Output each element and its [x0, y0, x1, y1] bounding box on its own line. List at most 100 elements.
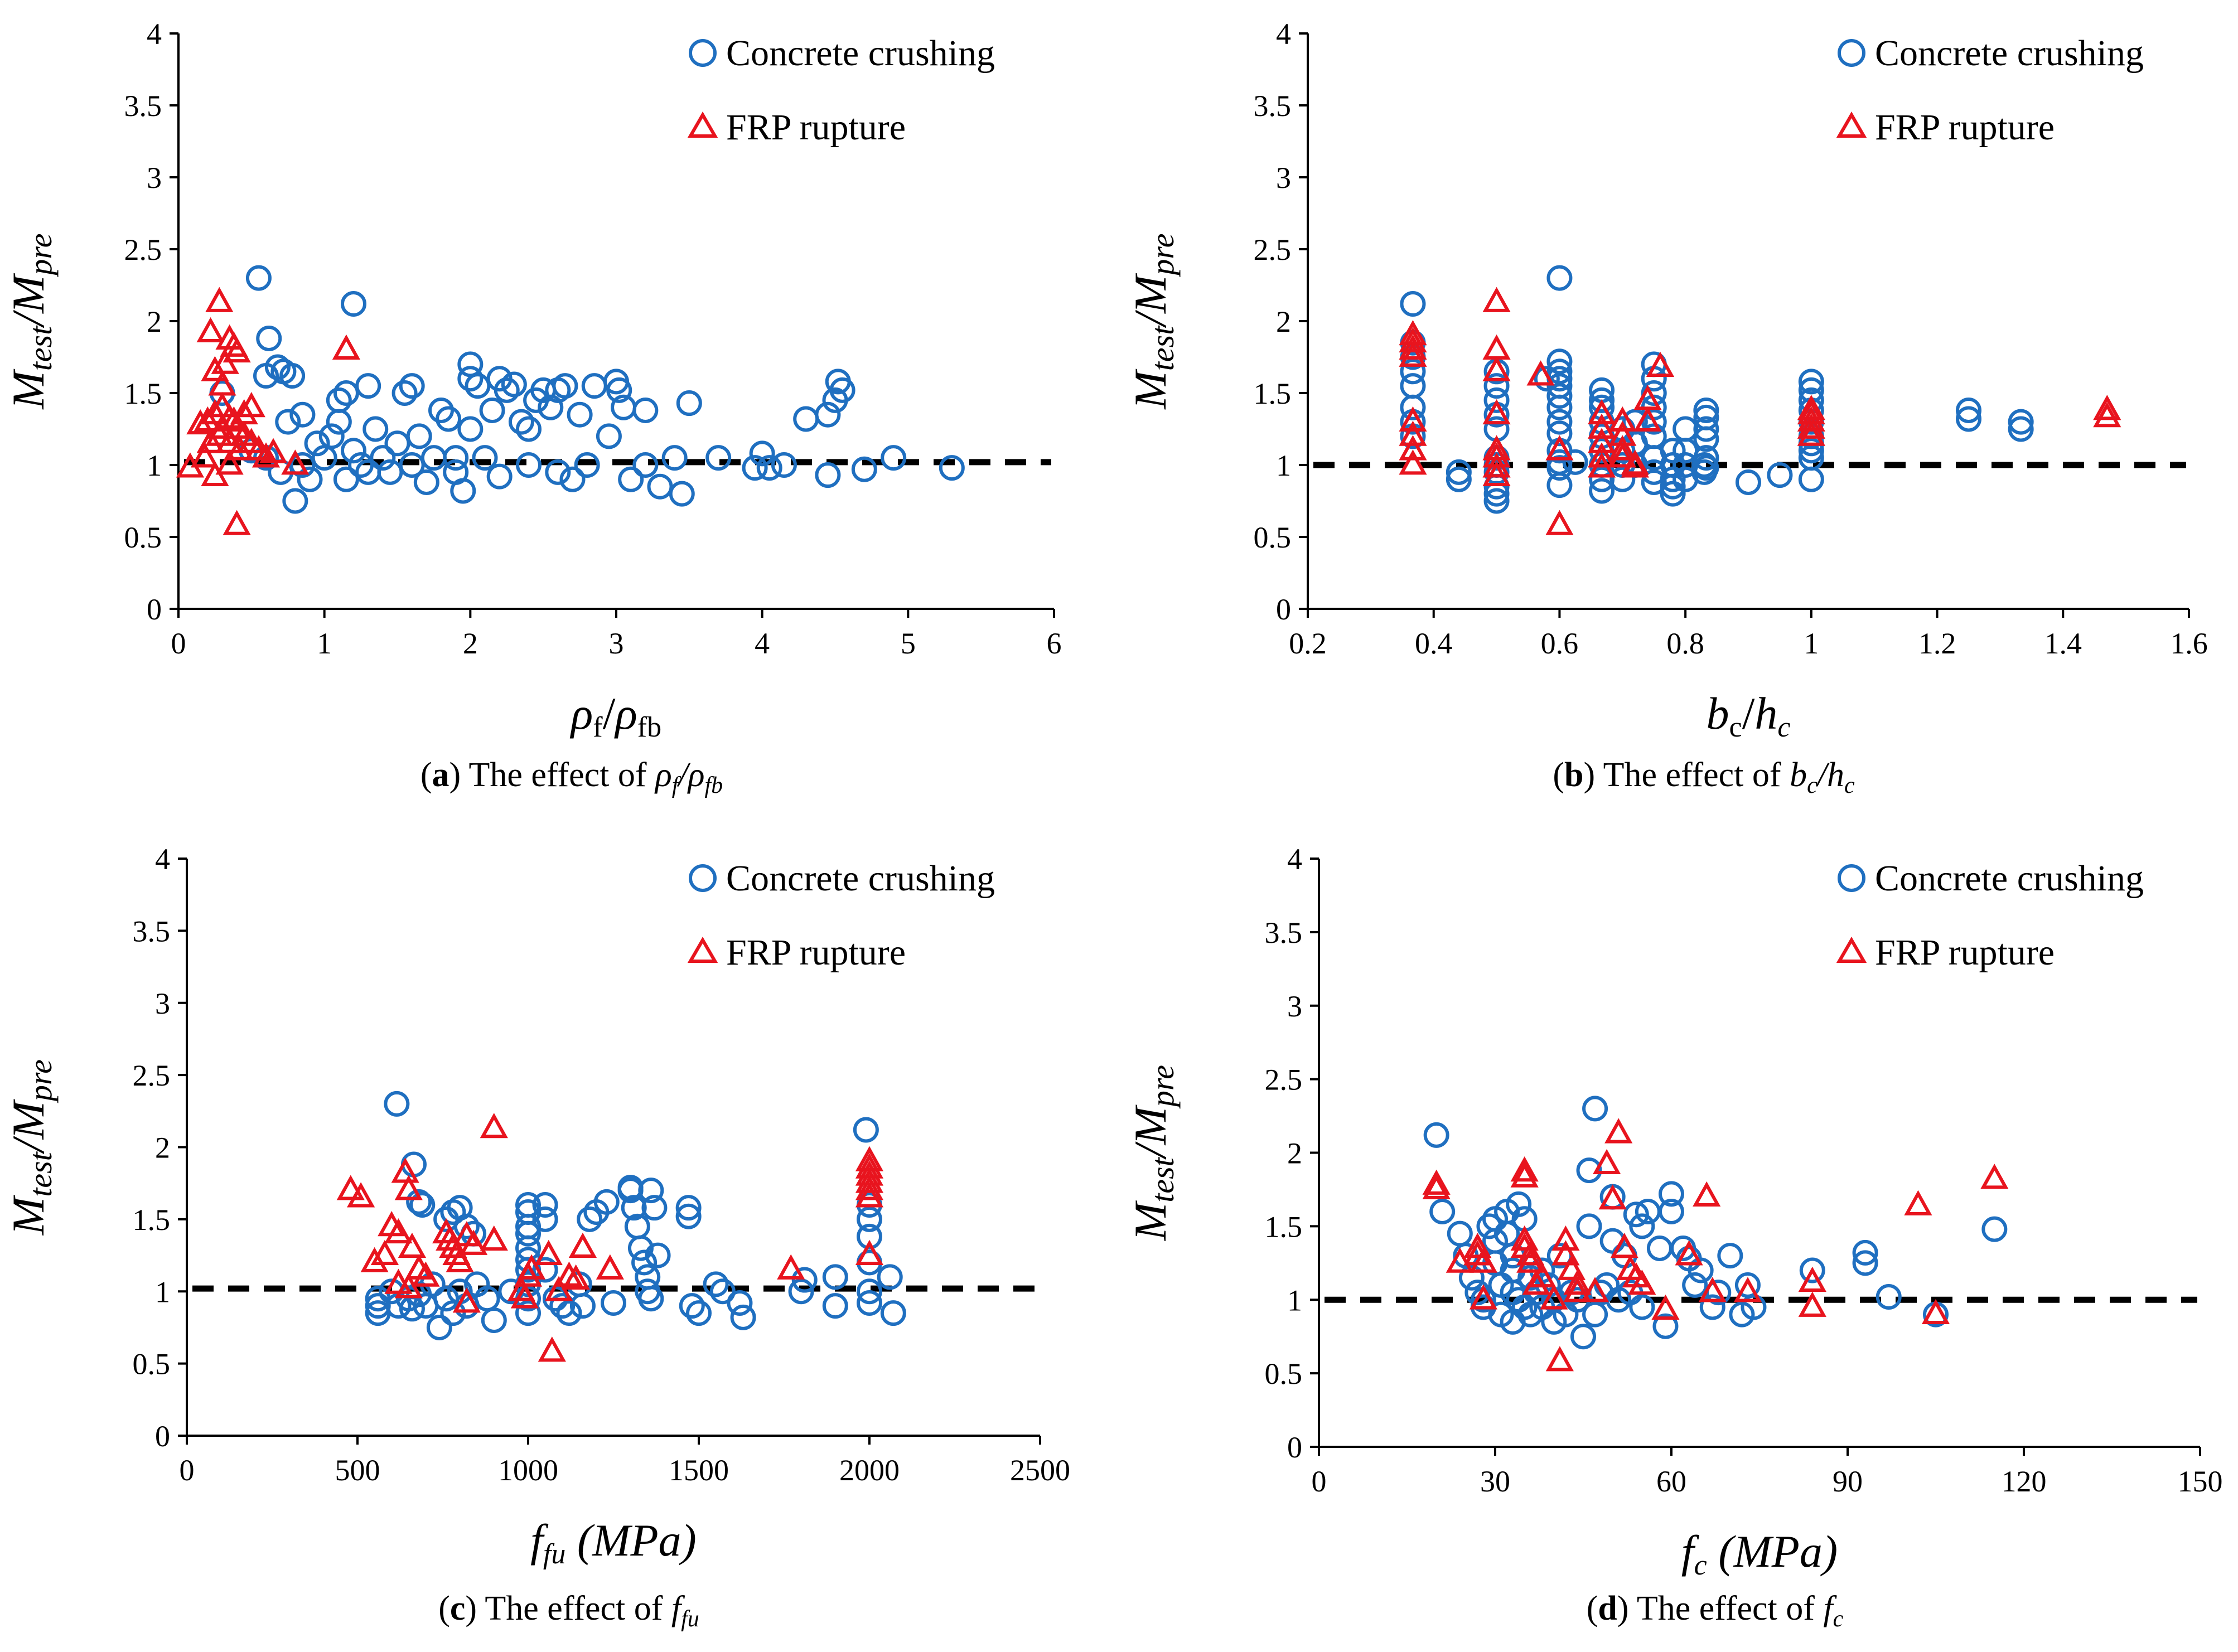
- data-point-circle: [851, 456, 877, 482]
- caption-sub-1: c: [1833, 1606, 1844, 1632]
- data-point-circle: [1483, 387, 1510, 413]
- data-point-circle: [2008, 416, 2034, 442]
- data-point-circle: [552, 373, 578, 399]
- y-axis-label: Mtest/Mpre: [3, 1059, 59, 1236]
- data-point-circle: [1876, 1283, 1902, 1310]
- data-point-circle: [1852, 1239, 1878, 1266]
- legend-circle-icon: [689, 39, 717, 67]
- legend-label-frp: FRP rupture: [726, 932, 906, 973]
- data-point-triangle: [196, 428, 225, 453]
- data-point-circle: [749, 440, 775, 467]
- data-point-circle: [581, 373, 607, 399]
- data-point-triangle: [1580, 1277, 1609, 1302]
- data-point-triangle: [1587, 428, 1616, 453]
- caption-letter: a: [432, 756, 449, 794]
- data-point-circle: [341, 438, 366, 464]
- data-point-triangle: [1621, 452, 1649, 478]
- x-axis-label: ρf/ρfb: [569, 688, 661, 743]
- legend-triangle-icon: [1836, 937, 1867, 963]
- caption-letter: d: [1598, 1590, 1617, 1627]
- figure-caption: (d) The effect of fc: [1587, 1590, 1844, 1632]
- data-point-triangle: [1422, 1169, 1451, 1195]
- data-point-circle: [857, 1206, 882, 1232]
- y-tick-label: 0.5: [1265, 1357, 1303, 1391]
- data-point-circle: [443, 445, 469, 471]
- data-point-circle: [727, 1290, 753, 1316]
- data-point-circle: [632, 397, 659, 423]
- legend-circle-icon: [689, 864, 717, 892]
- data-point-triangle: [1399, 406, 1427, 432]
- data-point-triangle: [534, 1239, 563, 1265]
- data-point-triangle: [1563, 1270, 1592, 1295]
- caption-paren-close: ): [1584, 756, 1596, 794]
- caption-text: The effect of: [1595, 756, 1790, 794]
- data-point-circle: [472, 445, 498, 471]
- data-point-triangle: [196, 317, 225, 343]
- data-point-circle: [1646, 1235, 1673, 1261]
- data-point-triangle: [1422, 1174, 1451, 1199]
- data-point-triangle: [1551, 1240, 1580, 1266]
- caption-sub-1: c: [1807, 773, 1818, 798]
- data-point-triangle: [555, 1261, 583, 1287]
- data-point-circle: [1576, 1157, 1602, 1184]
- data-point-circle: [881, 445, 907, 471]
- data-point-circle: [515, 1300, 541, 1326]
- data-point-triangle: [480, 1225, 508, 1251]
- data-point-triangle: [205, 287, 234, 312]
- y-tick-label: 4: [155, 842, 170, 876]
- data-point-triangle: [518, 1254, 546, 1280]
- data-point-triangle: [1797, 413, 1825, 439]
- data-point-triangle: [1587, 399, 1616, 425]
- caption-symbol-2: h: [1827, 756, 1844, 794]
- caption-letter: c: [450, 1590, 466, 1627]
- data-point-triangle: [1598, 1184, 1627, 1210]
- data-point-circle: [645, 1242, 671, 1268]
- caption-text: The effect of: [1629, 1590, 1824, 1627]
- data-point-triangle: [1693, 1181, 1721, 1207]
- x-tick-label: 120: [2002, 1465, 2047, 1498]
- x-tick-label: 5: [901, 627, 916, 660]
- x-tick-label: 3: [609, 627, 624, 660]
- data-point-circle: [406, 423, 432, 449]
- data-point-triangle: [1482, 452, 1511, 478]
- data-point-circle: [567, 401, 593, 428]
- data-point-circle: [676, 390, 702, 416]
- x-tick-label: 0.4: [1415, 627, 1453, 660]
- data-point-circle: [788, 1278, 814, 1305]
- caption-paren-open: (: [420, 756, 432, 794]
- data-point-circle: [815, 401, 841, 428]
- data-point-circle: [1717, 1243, 1743, 1269]
- x-tick-label: 1500: [669, 1454, 729, 1487]
- data-point-circle: [1956, 406, 1981, 432]
- x-tick-label: 2500: [1010, 1454, 1070, 1487]
- chart-panel-c: 0 0.5 1 1.5 2 2.5 3 3.5 4 0 500 1000 1500 2000 2500 Con…: [3, 842, 1070, 1632]
- data-point-triangle: [1510, 1162, 1539, 1188]
- data-point-circle: [1483, 481, 1510, 507]
- data-point-circle: [341, 291, 366, 317]
- caption-paren-open: (: [438, 1590, 450, 1627]
- data-point-circle: [559, 466, 586, 492]
- data-point-circle: [465, 373, 491, 399]
- data-point-circle: [793, 406, 819, 432]
- data-point-triangle: [223, 337, 251, 363]
- x-tick-label: 60: [1656, 1465, 1686, 1498]
- data-point-circle: [638, 1178, 664, 1204]
- xlabel-symbol-2: ρ: [613, 688, 637, 739]
- y-tick-label: 1: [1276, 449, 1291, 482]
- data-point-circle: [318, 423, 345, 449]
- x-tick-label: 4: [755, 627, 770, 660]
- data-point-triangle: [1593, 1149, 1621, 1174]
- data-point-triangle: [1587, 413, 1616, 439]
- data-point-circle: [457, 416, 484, 442]
- data-point-circle: [675, 1203, 702, 1229]
- data-point-circle: [815, 462, 841, 488]
- data-point-triangle: [220, 406, 248, 432]
- data-point-circle: [1400, 373, 1426, 399]
- y-tick-label: 0: [147, 593, 162, 626]
- data-point-circle: [1446, 459, 1472, 485]
- x-tick-label: 0.8: [1666, 627, 1704, 660]
- data-point-circle: [384, 430, 410, 457]
- data-point-triangle: [398, 1232, 427, 1258]
- data-point-circle: [264, 354, 291, 380]
- data-point-circle: [1660, 473, 1686, 500]
